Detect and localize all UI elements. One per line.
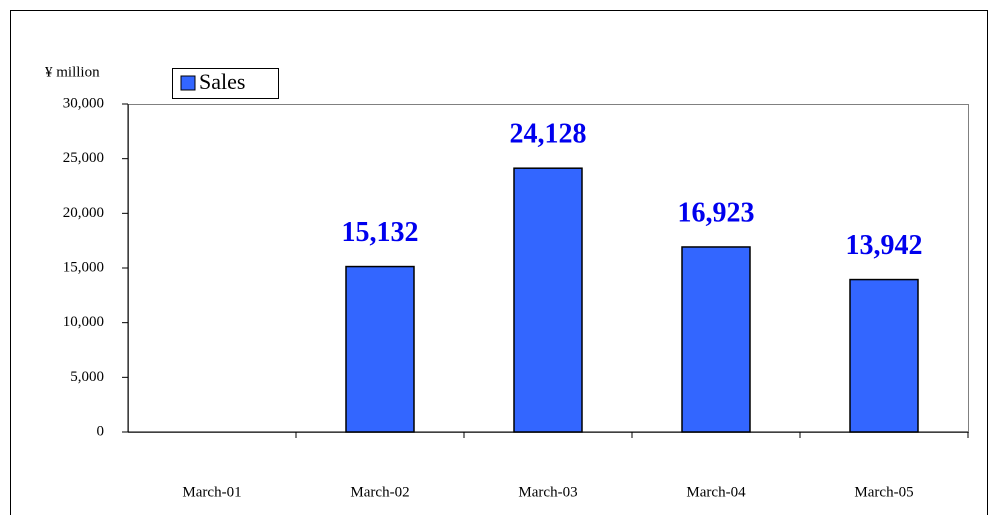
y-tick-label: 30,000 [63, 95, 104, 111]
data-label: 13,942 [846, 230, 923, 261]
data-label: 24,128 [510, 119, 587, 150]
legend-swatch [180, 75, 196, 91]
x-tick-label: March-05 [854, 484, 913, 500]
legend-label: Sales [199, 69, 245, 94]
bar [345, 265, 415, 433]
y-tick-label: 5,000 [70, 369, 104, 385]
y-tick-label: 20,000 [63, 205, 104, 221]
x-tick-label: March-03 [518, 484, 577, 500]
y-tick-label: 10,000 [63, 314, 104, 330]
y-tick-label: 0 [97, 423, 105, 439]
x-tick-label: March-02 [350, 484, 409, 500]
bar [681, 246, 751, 433]
y-tick-label: 25,000 [63, 150, 104, 166]
bar [849, 278, 919, 433]
bar [513, 167, 583, 433]
data-label: 15,132 [342, 217, 419, 248]
y-tick-label: 15,000 [63, 259, 104, 275]
y-axis-label: ¥ million [45, 64, 100, 80]
x-tick-label: March-01 [182, 484, 241, 500]
data-label: 16,923 [678, 197, 755, 228]
x-tick-label: March-04 [686, 484, 746, 500]
